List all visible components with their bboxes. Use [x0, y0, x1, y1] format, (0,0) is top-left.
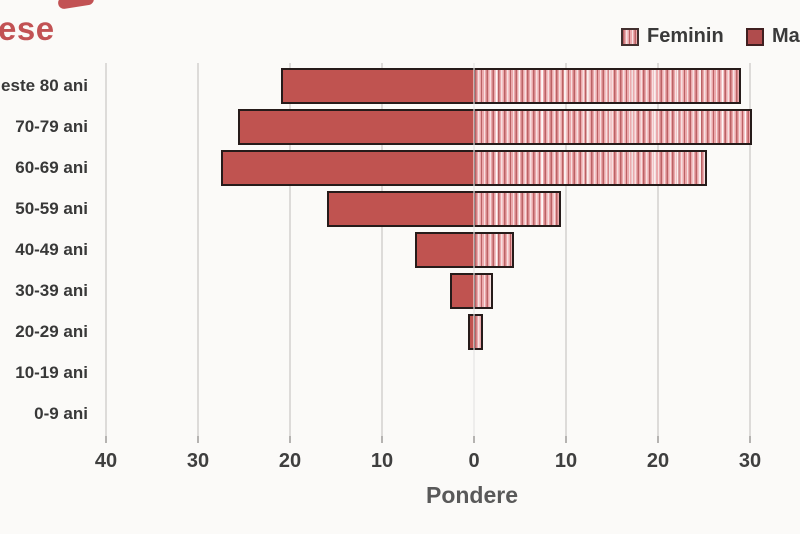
legend-item-masculin: Ma	[746, 25, 800, 48]
bar-feminin	[474, 108, 752, 145]
legend-item-feminin: Feminin	[621, 25, 724, 48]
axis-tick	[473, 436, 475, 443]
category-label: 70-79 ani	[15, 116, 88, 136]
axis-tick	[381, 436, 383, 443]
x-tick-label: 30	[738, 450, 762, 472]
bar-masculin	[326, 190, 474, 227]
bar-feminin	[474, 314, 484, 351]
bar-feminin	[474, 149, 707, 186]
feminin-swatch	[621, 27, 639, 46]
axis-tick	[197, 436, 199, 443]
x-tick-label: 20	[278, 450, 302, 472]
masculin-swatch	[746, 27, 764, 46]
x-tick-label: 10	[370, 450, 394, 472]
axis-tick	[749, 436, 751, 443]
category-label: 30-39 ani	[15, 281, 88, 300]
gridline	[197, 63, 199, 436]
bar-masculin	[467, 314, 474, 351]
zero-gridline-overlay	[473, 63, 475, 436]
legend: Feminin Ma	[0, 0, 800, 50]
category-label: 0-9 ani	[34, 404, 88, 424]
gridline	[381, 63, 383, 436]
axis-tick	[657, 436, 659, 443]
category-label: 60-69 ani	[15, 157, 88, 177]
x-tick-label: 40	[94, 450, 118, 472]
category-label: este 80 ani	[1, 75, 88, 95]
axis-tick	[565, 436, 567, 443]
x-tick-label: 10	[554, 450, 578, 472]
bar-feminin	[474, 190, 562, 227]
legend-label-feminin: Feminin	[647, 25, 724, 47]
axis-tick	[289, 436, 291, 443]
axis-tick	[105, 436, 107, 443]
chart-title: ese	[0, 10, 55, 47]
category-label: 20-29 ani	[15, 322, 88, 342]
bar-feminin	[474, 67, 741, 104]
bar-masculin	[221, 149, 474, 186]
x-tick-label: 30	[186, 450, 210, 472]
category-label: 50-59 ani	[15, 198, 88, 218]
gridline	[657, 63, 659, 436]
gridline	[105, 63, 107, 436]
x-tick-label: 0	[468, 450, 480, 472]
bar-masculin	[450, 273, 474, 309]
gridline	[565, 63, 567, 436]
bar-masculin	[415, 231, 474, 268]
gridline	[289, 63, 291, 436]
legend-label-masculin: Ma	[772, 25, 800, 47]
x-tick-label: 20	[646, 450, 670, 472]
category-label: 10-19 ani	[15, 363, 88, 383]
bar-masculin	[238, 108, 474, 145]
bar-masculin	[280, 67, 474, 104]
category-label: 40-49 ani	[15, 239, 88, 259]
bar-feminin	[474, 273, 494, 309]
gridline	[749, 63, 751, 436]
x-axis-title: Pondere	[425, 482, 519, 508]
bar-feminin	[474, 231, 514, 268]
